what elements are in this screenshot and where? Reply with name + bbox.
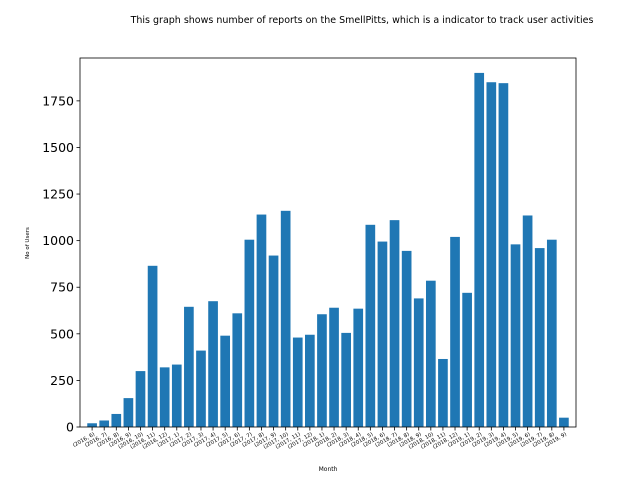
y-tick-label: 750 xyxy=(50,280,74,295)
y-tick-label: 0 xyxy=(66,420,74,435)
bar xyxy=(522,215,533,427)
y-axis: 0 250 500 750 1000 1250 1500 1750 xyxy=(42,93,80,435)
bar xyxy=(232,313,243,427)
bar xyxy=(196,350,206,427)
y-tick-label: 1000 xyxy=(42,233,74,248)
bar xyxy=(292,337,303,427)
bar xyxy=(450,236,460,427)
bar xyxy=(341,332,351,427)
bar xyxy=(99,420,110,427)
bar xyxy=(401,250,412,427)
bar xyxy=(111,413,122,427)
bar xyxy=(462,292,472,427)
bar xyxy=(208,301,218,427)
bar xyxy=(268,255,279,427)
bar xyxy=(171,364,182,427)
plot-frame xyxy=(79,57,577,428)
bar xyxy=(425,280,436,427)
bar xyxy=(135,371,146,427)
y-tick-label: 1500 xyxy=(42,140,74,155)
bar xyxy=(159,367,170,427)
bar xyxy=(534,248,545,427)
bar xyxy=(546,239,557,427)
bar xyxy=(87,423,97,427)
y-tick-label: 250 xyxy=(50,373,74,388)
bar xyxy=(365,224,376,427)
bar xyxy=(498,83,509,427)
bar xyxy=(244,239,255,427)
y-tick-label: 500 xyxy=(50,326,74,341)
y-tick-label: 1250 xyxy=(42,187,74,202)
bars-layer xyxy=(87,72,569,427)
bar xyxy=(147,265,158,427)
bar xyxy=(486,82,497,427)
chart-title: This graph shows number of reports on th… xyxy=(130,15,594,26)
bar xyxy=(256,214,267,427)
bar xyxy=(438,358,448,427)
bar xyxy=(317,314,327,427)
bar xyxy=(220,335,231,427)
bar xyxy=(123,398,134,427)
y-tick-label: 1750 xyxy=(42,93,74,108)
y-axis-title: No of Users xyxy=(25,227,31,259)
bar xyxy=(413,298,424,427)
bar xyxy=(559,417,569,427)
bar xyxy=(305,334,315,427)
bar xyxy=(280,210,291,427)
bar xyxy=(353,308,364,427)
bar xyxy=(474,72,485,427)
bar xyxy=(329,307,339,427)
x-axis-title: Month xyxy=(319,466,338,473)
bar xyxy=(510,244,521,427)
bar xyxy=(184,306,194,427)
bar xyxy=(389,220,400,427)
bar xyxy=(377,241,388,427)
